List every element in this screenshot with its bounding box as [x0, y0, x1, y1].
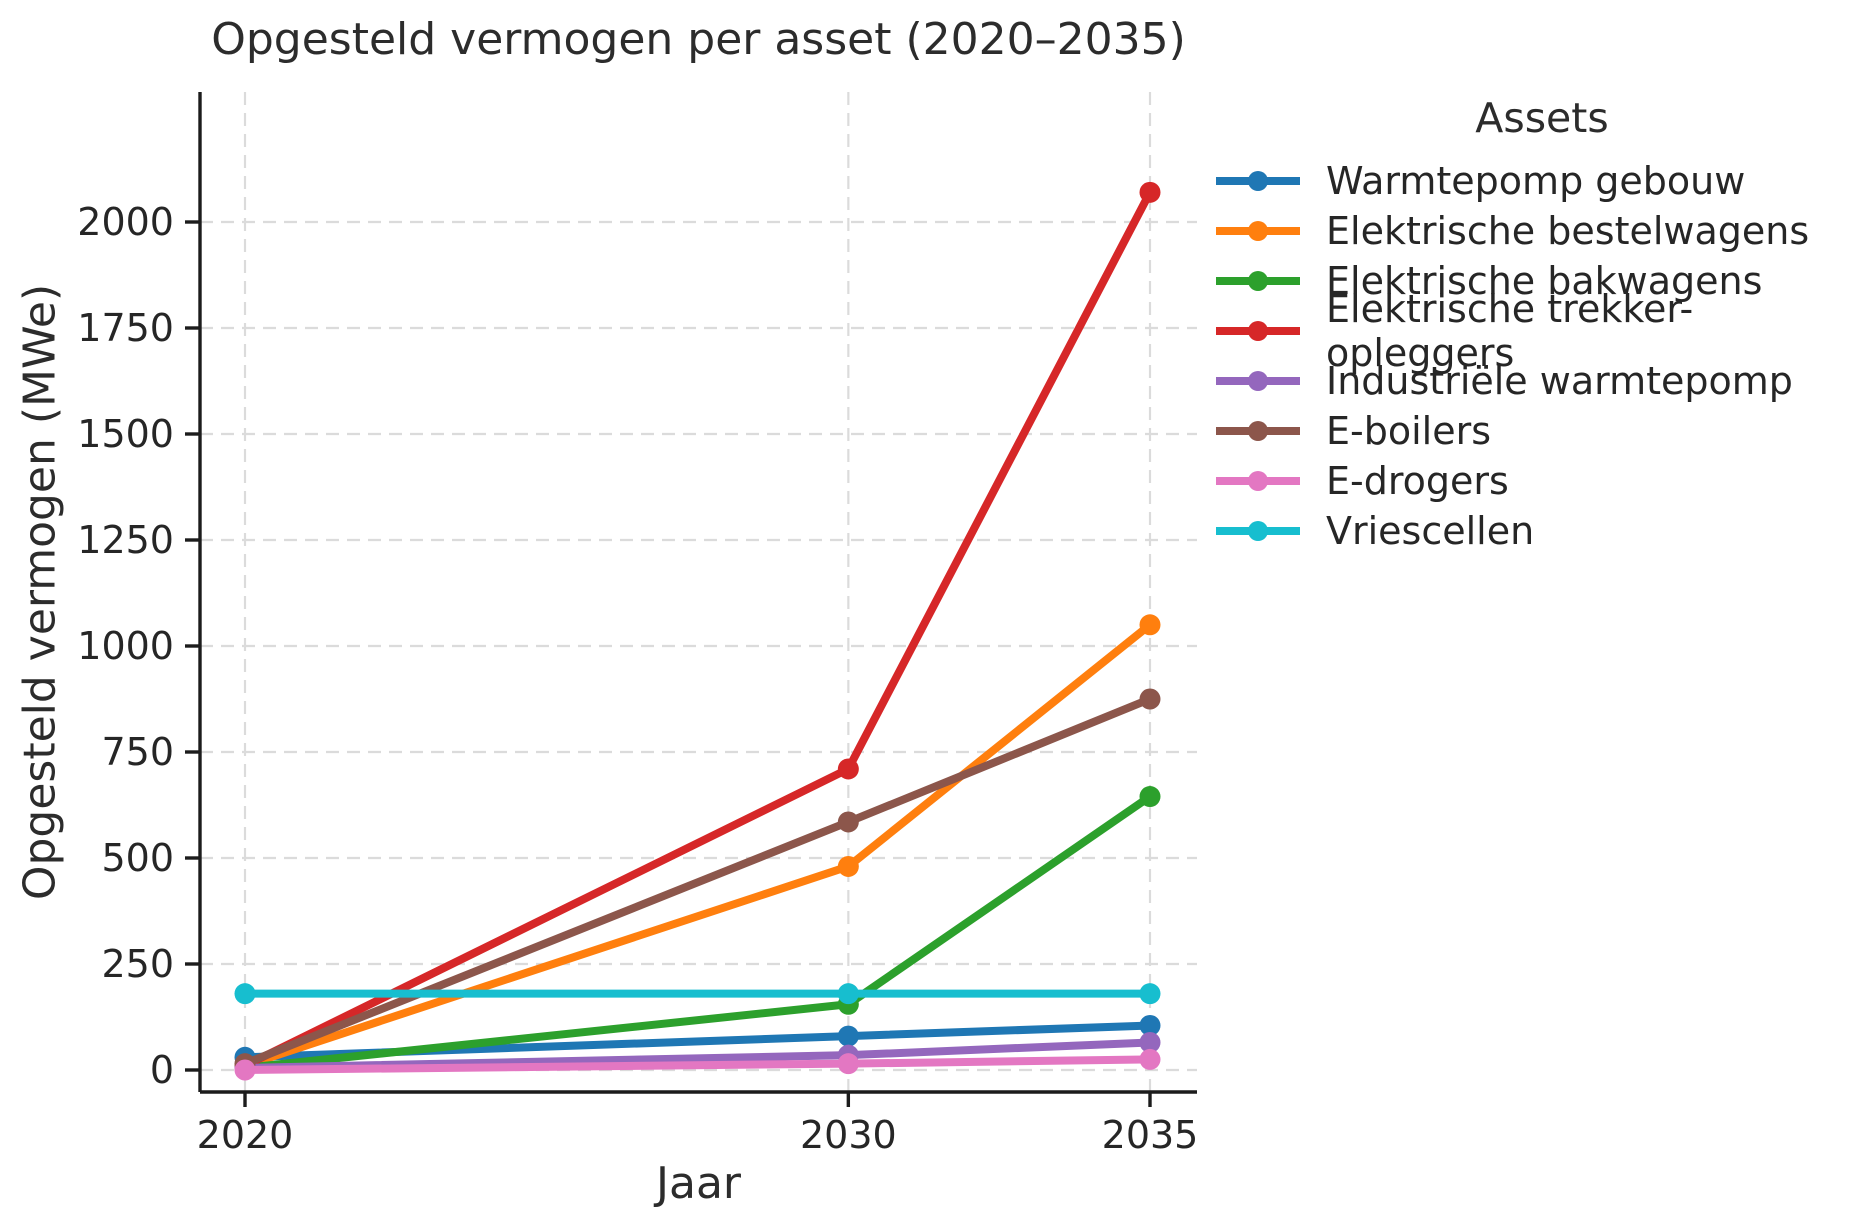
- legend-item-7: Vriescellen: [1212, 506, 1872, 556]
- legend-item-1: Elektrische bestelwagens: [1212, 206, 1872, 256]
- y-tick-label: 500: [101, 836, 174, 880]
- y-tick-label: 750: [101, 730, 174, 774]
- legend-item-label: E-drogers: [1326, 459, 1509, 503]
- series-marker-6: [837, 1053, 859, 1075]
- series-marker-6: [234, 1059, 256, 1081]
- legend-item-label: Industriële warmtepomp: [1326, 359, 1793, 403]
- y-tick-label: 1250: [77, 518, 174, 562]
- series-marker-1: [1139, 614, 1161, 636]
- x-tick-label: 2020: [197, 1113, 294, 1157]
- legend-item-label: Elektrische bestelwagens: [1326, 209, 1810, 253]
- legend-item-0: Warmtepomp gebouw: [1212, 156, 1872, 206]
- series-line-3: [241, 188, 1154, 1070]
- series-marker-3: [1139, 181, 1161, 203]
- x-axis-label: Jaar: [656, 1158, 741, 1209]
- y-tick-label: 0: [150, 1048, 174, 1092]
- series-marker-2: [1139, 786, 1161, 808]
- legend-item-3: Elektrische trekker-opleggers: [1212, 287, 1872, 375]
- legend-item-label: Warmtepomp gebouw: [1326, 159, 1746, 203]
- series-marker-1: [837, 855, 859, 877]
- y-axis-label: Opgesteld vermogen (MWe): [14, 283, 66, 901]
- series-line-5: [241, 695, 1154, 1068]
- chart-title: Opgesteld vermogen per asset (2020–2035): [211, 14, 1186, 65]
- legend-swatch-icon: [1216, 171, 1300, 191]
- y-tick-label: 1500: [77, 412, 174, 456]
- legend-item-label: Elektrische bakwagens: [1326, 259, 1763, 303]
- y-tick-label: 250: [101, 942, 174, 986]
- legend-swatch-icon: [1216, 221, 1300, 241]
- legend-item-2: Elektrische bakwagens: [1212, 256, 1872, 306]
- series-marker-7: [1139, 983, 1161, 1005]
- series-marker-6: [1139, 1048, 1161, 1070]
- series-marker-5: [837, 811, 859, 833]
- series-marker-7: [234, 983, 256, 1005]
- series-marker-0: [1139, 1014, 1161, 1036]
- legend-swatch-icon: [1216, 371, 1300, 391]
- legend-item-label: E-boilers: [1326, 409, 1492, 453]
- x-tick-label: 2035: [1102, 1113, 1199, 1157]
- series-marker-5: [1139, 688, 1161, 710]
- series-marker-0: [837, 1025, 859, 1047]
- legend-swatch-icon: [1216, 521, 1300, 541]
- y-tick-label: 2000: [77, 200, 174, 244]
- legend-items: Warmtepomp gebouw Elektrische bestelwagen…: [1212, 156, 1872, 556]
- x-tick-label: 2030: [800, 1113, 897, 1157]
- legend-item-label: Elektrische trekker-opleggers: [1326, 287, 1694, 375]
- legend-item-label: Vriescellen: [1326, 509, 1535, 553]
- legend-title: Assets: [1475, 94, 1609, 142]
- y-tick-label: 1000: [77, 624, 174, 668]
- legend-item-6: E-drogers: [1212, 456, 1872, 506]
- legend-swatch-icon: [1216, 321, 1300, 341]
- series-marker-4: [1139, 1031, 1161, 1053]
- legend-swatch-icon: [1216, 471, 1300, 491]
- legend-swatch-icon: [1216, 421, 1300, 441]
- legend-item-5: E-boilers: [1212, 406, 1872, 456]
- legend-item-4: Industriële warmtepomp: [1212, 356, 1872, 406]
- legend: Assets Warmtepomp gebouw Elektrische best…: [1212, 94, 1872, 556]
- series-marker-7: [837, 983, 859, 1005]
- y-tick-label: 1750: [77, 306, 174, 350]
- legend-swatch-icon: [1216, 271, 1300, 291]
- series-marker-3: [837, 758, 859, 780]
